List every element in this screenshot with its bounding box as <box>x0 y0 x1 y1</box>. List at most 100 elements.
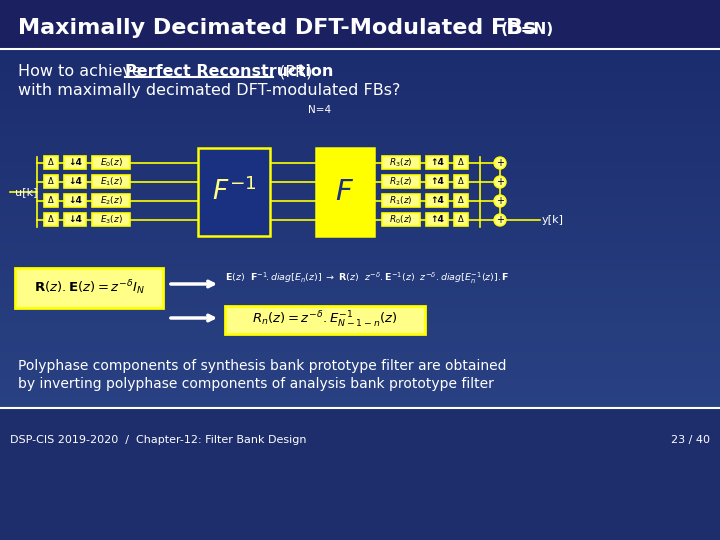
Bar <box>0 135 720 145</box>
Bar <box>426 213 448 226</box>
Circle shape <box>494 176 506 188</box>
Text: $F^{-1}$: $F^{-1}$ <box>212 178 256 206</box>
Text: $E_3(z)$: $E_3(z)$ <box>99 213 122 226</box>
Text: +: + <box>496 215 504 225</box>
Bar <box>0 36 720 46</box>
Bar <box>316 148 374 236</box>
Bar <box>0 306 720 316</box>
Text: ↓4: ↓4 <box>68 158 82 167</box>
Text: ↑4: ↑4 <box>430 215 444 224</box>
Bar <box>0 144 720 154</box>
Bar <box>64 175 86 188</box>
Bar <box>0 252 720 262</box>
Text: N=4: N=4 <box>308 105 331 115</box>
Bar <box>0 108 720 118</box>
Text: 23 / 40: 23 / 40 <box>671 435 710 445</box>
Text: $\mathbf{E}(z)\ \ \mathbf{F}^{-1}\!.diag[E_n(z)]\ \rightarrow\ \mathbf{R}(z)\ \ : $\mathbf{E}(z)\ \ \mathbf{F}^{-1}\!.diag… <box>225 271 510 286</box>
Text: Δ: Δ <box>458 196 464 205</box>
Bar <box>0 387 720 397</box>
Text: +: + <box>496 196 504 206</box>
Text: Δ: Δ <box>48 196 54 205</box>
Circle shape <box>494 157 506 169</box>
Bar <box>0 378 720 388</box>
Text: +: + <box>496 158 504 168</box>
Text: $F$: $F$ <box>336 178 354 206</box>
Bar <box>0 279 720 289</box>
Text: with maximally decimated DFT-modulated FBs?: with maximally decimated DFT-modulated F… <box>18 84 400 98</box>
Bar <box>382 194 420 207</box>
Text: $E_0(z)$: $E_0(z)$ <box>99 156 122 168</box>
Bar <box>382 175 420 188</box>
Bar <box>44 213 58 226</box>
Text: Δ: Δ <box>458 158 464 167</box>
Bar <box>0 531 720 540</box>
Bar <box>0 333 720 343</box>
Text: $R_n(z) = z^{-\delta}.E^{-1}_{N-1-n}(z)$: $R_n(z) = z^{-\delta}.E^{-1}_{N-1-n}(z)$ <box>252 310 397 330</box>
Bar <box>0 216 720 226</box>
Bar <box>0 9 720 19</box>
Bar <box>0 171 720 181</box>
Bar <box>0 522 720 532</box>
Bar <box>0 477 720 487</box>
Text: Δ: Δ <box>458 215 464 224</box>
Bar <box>0 0 720 10</box>
Bar <box>15 268 163 308</box>
Text: ↓4: ↓4 <box>68 196 82 205</box>
Bar <box>0 288 720 298</box>
Bar <box>0 162 720 172</box>
Bar <box>92 213 130 226</box>
Bar <box>0 198 720 208</box>
Bar <box>0 27 720 37</box>
Bar <box>0 423 720 433</box>
Text: by inverting polyphase components of analysis bank prototype filter: by inverting polyphase components of ana… <box>18 377 494 391</box>
Text: DSP-CIS 2019-2020  /  Chapter-12: Filter Bank Design: DSP-CIS 2019-2020 / Chapter-12: Filter B… <box>10 435 307 445</box>
Text: Perfect Reconstruction: Perfect Reconstruction <box>125 64 333 79</box>
Bar <box>0 18 720 28</box>
Text: (PR): (PR) <box>274 64 312 79</box>
Text: $\mathbf{R}(z).\mathbf{E}(z) = z^{-\delta}I_N$: $\mathbf{R}(z).\mathbf{E}(z) = z^{-\delt… <box>34 279 145 298</box>
Text: (D=N): (D=N) <box>496 23 553 37</box>
Bar <box>0 261 720 271</box>
Bar <box>64 194 86 207</box>
Bar <box>0 396 720 406</box>
Text: Polyphase components of synthesis bank prototype filter are obtained: Polyphase components of synthesis bank p… <box>18 359 506 373</box>
Circle shape <box>494 214 506 226</box>
Bar <box>44 194 58 207</box>
Bar <box>0 225 720 235</box>
Bar <box>382 213 420 226</box>
Bar <box>454 175 468 188</box>
Bar <box>0 72 720 82</box>
Bar <box>0 468 720 478</box>
Text: ↑4: ↑4 <box>430 177 444 186</box>
Bar <box>426 156 448 169</box>
Bar <box>0 243 720 253</box>
Bar <box>0 360 720 370</box>
Bar <box>0 126 720 136</box>
Bar <box>0 81 720 91</box>
Bar <box>0 45 720 55</box>
Text: $R_3(z)$: $R_3(z)$ <box>390 156 413 168</box>
Bar <box>0 405 720 415</box>
Bar <box>454 194 468 207</box>
Text: ↑4: ↑4 <box>430 158 444 167</box>
Bar <box>0 369 720 379</box>
Text: $E_2(z)$: $E_2(z)$ <box>99 194 122 207</box>
Text: u[k]: u[k] <box>15 187 37 197</box>
Bar <box>0 342 720 352</box>
Bar <box>426 194 448 207</box>
Bar <box>64 213 86 226</box>
Bar <box>454 156 468 169</box>
Bar <box>0 270 720 280</box>
Bar <box>0 504 720 514</box>
Bar <box>0 54 720 64</box>
Text: Maximally Decimated DFT-Modulated FBs: Maximally Decimated DFT-Modulated FBs <box>18 18 536 38</box>
Bar <box>0 324 720 334</box>
Text: Δ: Δ <box>48 177 54 186</box>
Bar <box>0 63 720 73</box>
Text: Δ: Δ <box>458 177 464 186</box>
Bar <box>44 175 58 188</box>
Text: ↓4: ↓4 <box>68 215 82 224</box>
Bar <box>0 486 720 496</box>
Text: Δ: Δ <box>48 215 54 224</box>
Bar <box>92 156 130 169</box>
